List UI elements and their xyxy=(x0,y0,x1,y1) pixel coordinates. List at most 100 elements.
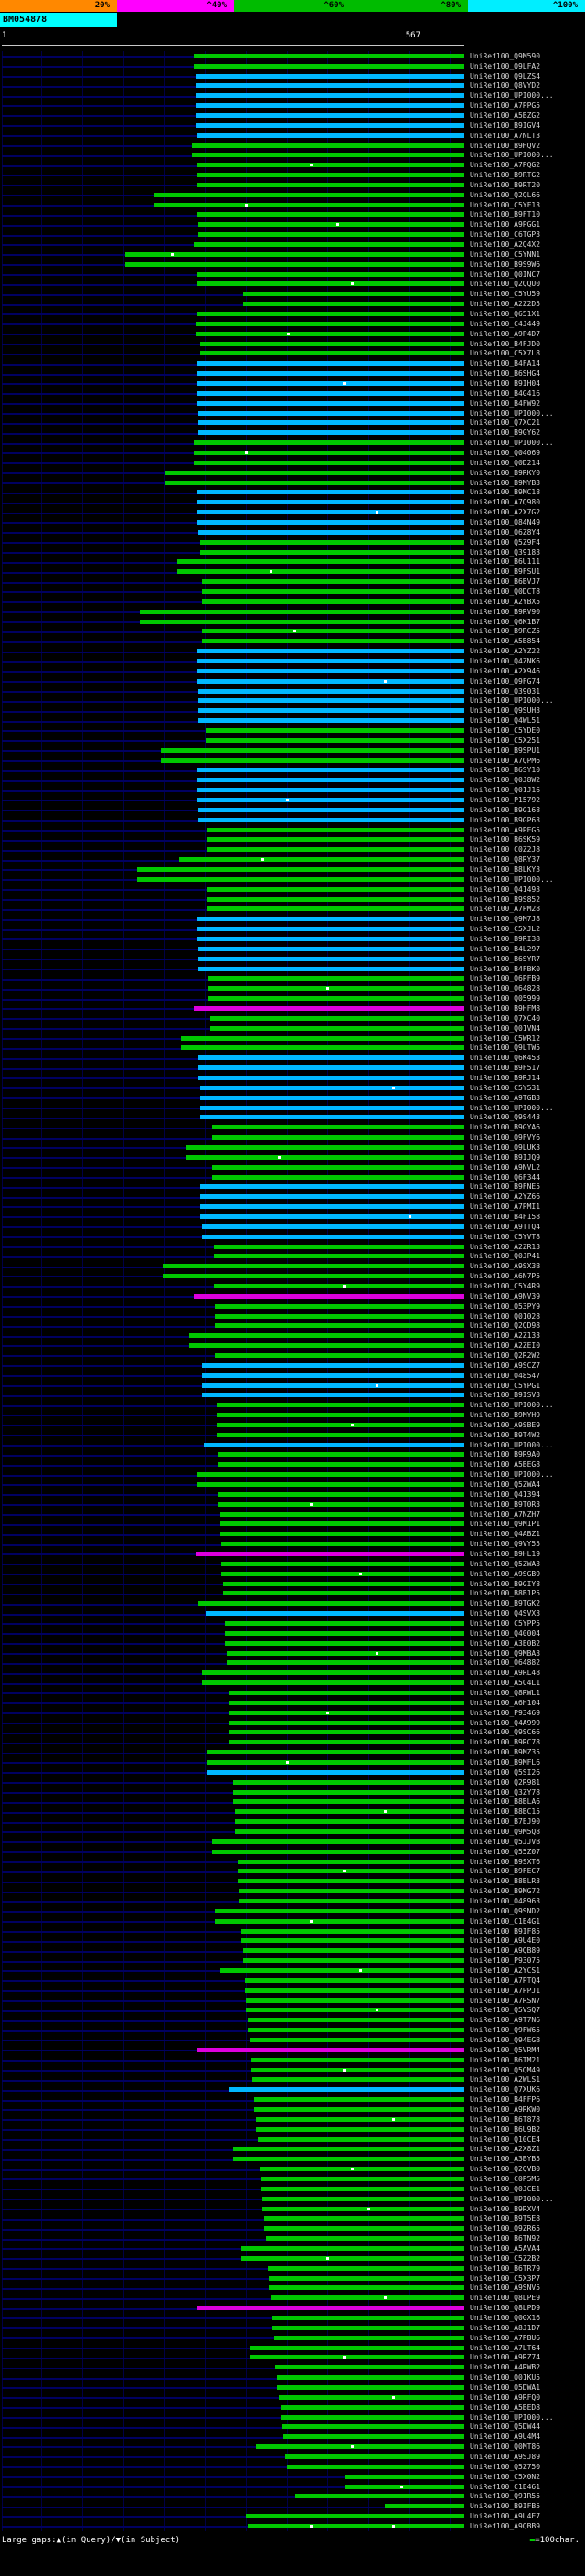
hit-label[interactable]: UniRef100_Q01028 xyxy=(470,1311,541,1320)
hit-label[interactable]: UniRef100_A2Z133 xyxy=(470,1331,541,1341)
hit-bar[interactable] xyxy=(202,1224,464,1229)
hit-bar[interactable] xyxy=(197,133,464,138)
hit-bar[interactable] xyxy=(238,1879,464,1884)
hit-bar[interactable] xyxy=(208,986,464,991)
hit-label[interactable]: UniRef100_Q9LFA2 xyxy=(470,61,541,70)
hit-bar[interactable] xyxy=(197,659,464,664)
hit-bar[interactable] xyxy=(202,579,464,585)
hit-label[interactable]: UniRef100_A2ZEI0 xyxy=(470,1341,541,1351)
hit-label[interactable]: UniRef100_B4F158 xyxy=(470,1212,541,1221)
hit-bar[interactable] xyxy=(239,1899,464,1904)
hit-label[interactable]: UniRef100_Q40004 xyxy=(470,1628,541,1638)
hit-bar[interactable] xyxy=(195,83,464,89)
hit-bar[interactable] xyxy=(223,1591,464,1596)
hit-bar[interactable] xyxy=(211,1174,464,1180)
hit-label[interactable]: UniRef100_Q5Z9F4 xyxy=(470,537,541,546)
hit-bar[interactable] xyxy=(207,837,464,843)
hit-bar[interactable] xyxy=(178,857,464,863)
hit-bar[interactable] xyxy=(213,1254,464,1259)
hit-label[interactable]: UniRef100_Q6K453 xyxy=(470,1054,541,1063)
hit-label[interactable]: UniRef100_Q9M7J8 xyxy=(470,915,541,924)
hit-bar[interactable] xyxy=(197,400,464,406)
hit-label[interactable]: UniRef100_Q651X1 xyxy=(470,310,541,319)
hit-label[interactable]: UniRef100_B6SK59 xyxy=(470,835,541,844)
hit-bar[interactable] xyxy=(198,420,464,426)
hit-bar[interactable] xyxy=(261,2176,464,2181)
hit-bar[interactable] xyxy=(225,1621,464,1627)
hit-label[interactable]: UniRef100_Q9SUH3 xyxy=(470,706,541,716)
hit-label[interactable]: UniRef100_B9RV90 xyxy=(470,607,541,616)
hit-label[interactable]: UniRef100_Q6F344 xyxy=(470,1172,541,1182)
hit-label[interactable]: UniRef100_Q2QVB0 xyxy=(470,2165,541,2174)
hit-bar[interactable] xyxy=(205,1611,464,1617)
hit-label[interactable]: UniRef100_B8LKY3 xyxy=(470,864,541,874)
hit-label[interactable]: UniRef100_A7PBU6 xyxy=(470,2333,541,2342)
hit-bar[interactable] xyxy=(221,1542,464,1547)
hit-label[interactable]: UniRef100_B9RJ14 xyxy=(470,1073,541,1082)
hit-label[interactable]: UniRef100_Q0MT86 xyxy=(470,2443,541,2452)
hit-bar[interactable] xyxy=(233,2157,464,2162)
hit-label[interactable]: UniRef100_A2Q4X2 xyxy=(470,240,541,249)
hit-bar[interactable] xyxy=(197,2047,464,2052)
hit-bar[interactable] xyxy=(198,232,464,238)
hit-bar[interactable] xyxy=(240,2255,464,2261)
hit-bar[interactable] xyxy=(194,451,464,456)
hit-label[interactable]: UniRef100_Q0JP41 xyxy=(470,1252,541,1261)
hit-bar[interactable] xyxy=(195,321,464,326)
hit-bar[interactable] xyxy=(271,2315,464,2320)
hit-label[interactable]: UniRef100_Q39031 xyxy=(470,686,541,695)
hit-label[interactable]: UniRef100_B6U9B2 xyxy=(470,2125,541,2134)
hit-label[interactable]: UniRef100_B9RCZ5 xyxy=(470,627,541,636)
hit-label[interactable]: UniRef100_Q9MBA3 xyxy=(470,1648,541,1658)
hit-label[interactable]: UniRef100_B9GIY8 xyxy=(470,1579,541,1588)
hit-bar[interactable] xyxy=(194,460,464,465)
hit-label[interactable]: UniRef100_Q4ZNK6 xyxy=(470,657,541,666)
hit-label[interactable]: UniRef100_Q84N49 xyxy=(470,518,541,527)
hit-bar[interactable] xyxy=(197,1482,464,1488)
hit-bar[interactable] xyxy=(217,1403,464,1408)
hit-bar[interactable] xyxy=(202,589,464,595)
hit-bar[interactable] xyxy=(275,2365,464,2370)
hit-label[interactable]: UniRef100_B9HFM8 xyxy=(470,1003,541,1012)
hit-label[interactable]: UniRef100_C1E461 xyxy=(470,2482,541,2491)
hit-bar[interactable] xyxy=(228,1700,464,1705)
hit-bar[interactable] xyxy=(186,1154,464,1160)
hit-bar[interactable] xyxy=(198,966,464,971)
hit-bar[interactable] xyxy=(254,2106,464,2112)
hit-bar[interactable] xyxy=(197,371,464,376)
hit-label[interactable]: UniRef100_A3E0B2 xyxy=(470,1638,541,1648)
hit-label[interactable]: UniRef100_Q0JCE1 xyxy=(470,2184,541,2193)
hit-bar[interactable] xyxy=(215,1303,464,1309)
hit-label[interactable]: UniRef100_B6TR79 xyxy=(470,2263,541,2273)
hit-bar[interactable] xyxy=(198,1055,464,1061)
hit-label[interactable]: UniRef100_A6N7P5 xyxy=(470,1272,541,1281)
hit-bar[interactable] xyxy=(198,946,464,951)
hit-bar[interactable] xyxy=(194,440,464,446)
hit-label[interactable]: UniRef100_A2YZ22 xyxy=(470,647,541,656)
hit-bar[interactable] xyxy=(200,1214,464,1219)
hit-label[interactable]: UniRef100_B9IH04 xyxy=(470,379,541,388)
hit-bar[interactable] xyxy=(197,163,464,168)
hit-label[interactable]: UniRef100_A9P4D7 xyxy=(470,329,541,338)
hit-bar[interactable] xyxy=(195,103,464,109)
hit-bar[interactable] xyxy=(198,688,464,694)
hit-label[interactable]: UniRef100_A7PPG5 xyxy=(470,101,541,111)
hit-bar[interactable] xyxy=(209,1025,464,1031)
hit-label[interactable]: UniRef100_A5BZG2 xyxy=(470,111,541,120)
hit-bar[interactable] xyxy=(219,1532,464,1537)
hit-bar[interactable] xyxy=(242,1958,464,1964)
hit-bar[interactable] xyxy=(197,668,464,673)
hit-label[interactable]: UniRef100_Q3ZY78 xyxy=(470,1787,541,1797)
hit-label[interactable]: UniRef100_Q9LUK3 xyxy=(470,1142,541,1151)
hit-label[interactable]: UniRef100_A7PMI1 xyxy=(470,1203,541,1212)
hit-label[interactable]: UniRef100_B6U111 xyxy=(470,557,541,567)
hit-label[interactable]: UniRef100_Q91R55 xyxy=(470,2492,541,2501)
hit-label[interactable]: UniRef100_B9MZ35 xyxy=(470,1748,541,1757)
hit-label[interactable]: UniRef100_A5AVA4 xyxy=(470,2243,541,2253)
hit-label[interactable]: UniRef100_UPI000... xyxy=(470,2194,554,2203)
hit-label[interactable]: UniRef100_B6TM21 xyxy=(470,2055,541,2064)
hit-bar[interactable] xyxy=(202,629,464,634)
hit-label[interactable]: UniRef100_Q5DWA1 xyxy=(470,2382,541,2391)
hit-label[interactable]: UniRef100_B4L297 xyxy=(470,944,541,953)
hit-label[interactable]: UniRef100_A3BYB5 xyxy=(470,2155,541,2164)
